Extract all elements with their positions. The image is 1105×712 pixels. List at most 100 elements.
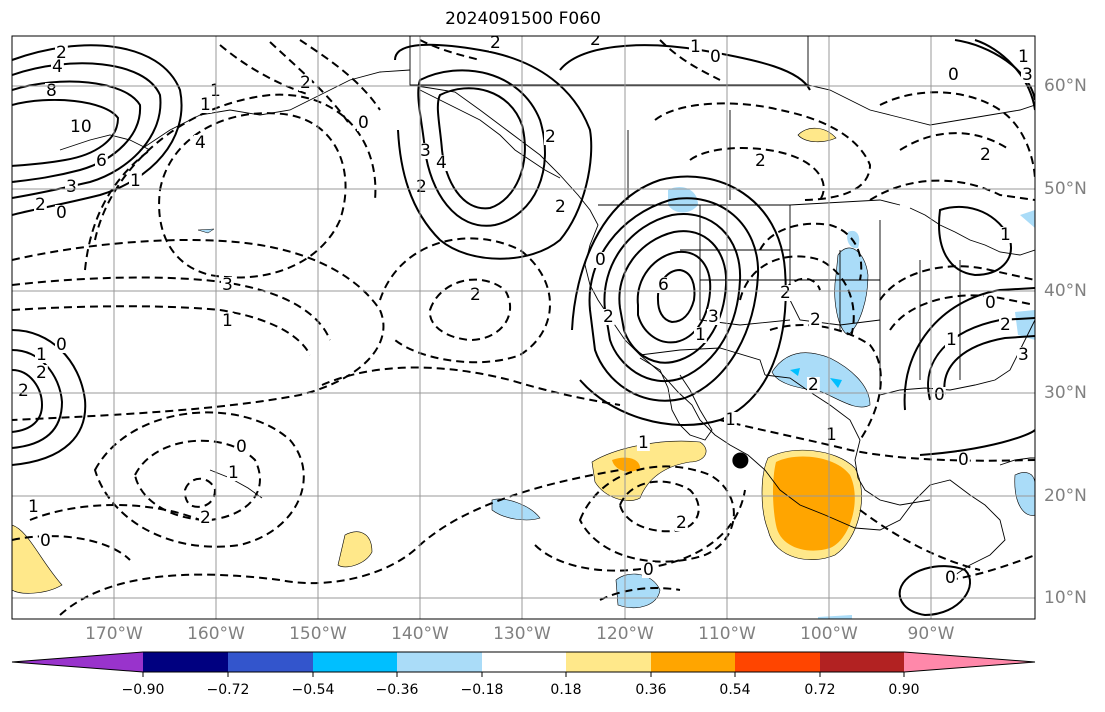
colorbar-segment	[735, 652, 820, 672]
contour-label-halo	[419, 143, 432, 159]
contour-label: 2	[980, 145, 991, 165]
contour-dashed-29	[879, 91, 1035, 181]
contour-dashed-13	[59, 469, 621, 616]
solid-contours	[12, 39, 1035, 617]
contour-label-halo	[95, 153, 108, 169]
contour-label-halo	[825, 427, 838, 443]
contour-solid-16	[943, 335, 1035, 396]
contour-label: 10	[70, 117, 92, 137]
contour-label: 1	[210, 81, 221, 101]
negative-anomaly-rockies	[668, 186, 698, 213]
contour-label-halo	[199, 97, 212, 113]
contour-label: 2	[808, 375, 819, 395]
contour-label-halo	[55, 205, 68, 221]
contour-label-halo	[554, 199, 567, 215]
contour-dashed-30	[899, 132, 1011, 151]
contour-dashed-32	[879, 265, 1035, 301]
contour-label-halo	[979, 147, 992, 163]
contour-label: 1	[638, 433, 649, 453]
contour-label-halo	[602, 309, 615, 325]
map-frame	[11, 35, 1036, 620]
contour-dashed-27	[859, 509, 981, 571]
contour-label: 0	[236, 437, 247, 457]
contour-label-halo	[489, 36, 502, 51]
contour-label-halo	[209, 83, 222, 99]
contour-label-halo	[637, 435, 650, 451]
contour-solid-6	[436, 87, 526, 210]
great-lakes-shore	[909, 207, 1035, 256]
contour-label-halo	[357, 115, 370, 131]
positive-anomaly-gulf-core	[612, 457, 640, 472]
contour-label: 0	[985, 293, 996, 313]
contour-label-halo	[707, 309, 720, 325]
contour-dashed-14	[29, 504, 201, 521]
contour-label: 2	[36, 363, 47, 383]
contour-label: 1	[36, 345, 47, 365]
negative-anomaly-pacific	[615, 573, 661, 609]
positive-anomaly-north	[797, 127, 837, 143]
contour-label: 2	[200, 508, 211, 528]
contour-label: 4	[436, 153, 447, 173]
negative-anomaly-mid	[491, 498, 541, 521]
contour-label: 1	[1018, 47, 1029, 67]
contour-label: 1	[222, 311, 233, 331]
contour-label-halo	[945, 332, 958, 348]
contour-solid-25	[938, 205, 1012, 277]
us-gulf-east	[879, 319, 1035, 396]
colorbar-tick-label: −0.90	[121, 682, 165, 698]
positive-anomaly-west	[12, 524, 63, 594]
contour-dashed-9	[321, 366, 621, 406]
contour-label-halo	[435, 155, 448, 171]
colorbar-segment	[228, 652, 313, 672]
contour-label: 6	[658, 275, 669, 295]
contour-label-halo	[807, 377, 820, 393]
map-background	[12, 36, 1035, 619]
contour-dashed-34	[659, 39, 721, 81]
contour-dashed-37	[219, 44, 311, 96]
contour-dashed-4	[158, 112, 347, 279]
contour-label: 1	[228, 463, 239, 483]
colorbar-segment	[651, 652, 735, 672]
contour-label-halo	[415, 179, 428, 195]
state-border-2	[699, 205, 791, 326]
contour-dashed-21	[689, 147, 825, 201]
contour-label: 1	[695, 325, 706, 345]
contour-dashed-12	[183, 477, 217, 508]
contour-dashed-35	[299, 39, 381, 111]
contour-label-halo	[984, 295, 997, 311]
contour-dashed-33	[889, 294, 1035, 331]
contour-label: 3	[222, 275, 233, 295]
negative-anomaly-core2	[830, 378, 842, 388]
contour-dashed-16	[578, 465, 735, 563]
contour-label: 0	[40, 531, 51, 551]
colorbar-tick-label: 0.18	[550, 682, 582, 698]
colorbar-tick-label: 0.54	[719, 682, 751, 698]
contour-label-halo	[657, 277, 670, 293]
colorbar-segment	[820, 652, 904, 672]
location-marker	[732, 452, 749, 469]
contour-label-halo	[17, 383, 30, 399]
contour-label-halo	[544, 129, 557, 145]
lat-label: 50°N	[1044, 179, 1087, 199]
contour-label: 1	[826, 425, 837, 445]
us-mexico-border	[639, 347, 766, 376]
contour-solid-20	[12, 349, 64, 449]
contour-label-halo	[27, 499, 40, 515]
lon-label: 170°W	[85, 624, 143, 644]
inside-passage	[419, 89, 561, 179]
positive-anomaly-gulf	[591, 440, 707, 502]
contour-label: 0	[934, 385, 945, 405]
contour-dashed-6	[84, 149, 151, 271]
contour-label: 2	[416, 177, 427, 197]
lon-label: 140°W	[391, 624, 449, 644]
contour-label-halo	[69, 119, 93, 135]
contour-label: 1	[725, 410, 736, 430]
contour-label-halo	[944, 570, 957, 586]
map-title: 2024091500 F060	[445, 9, 601, 29]
contour-label: 0	[56, 203, 67, 223]
contour-label: 0	[710, 47, 721, 67]
contour-label: 1	[200, 95, 211, 115]
contour-dashed-15	[12, 535, 131, 561]
contour-label: 6	[96, 151, 107, 171]
